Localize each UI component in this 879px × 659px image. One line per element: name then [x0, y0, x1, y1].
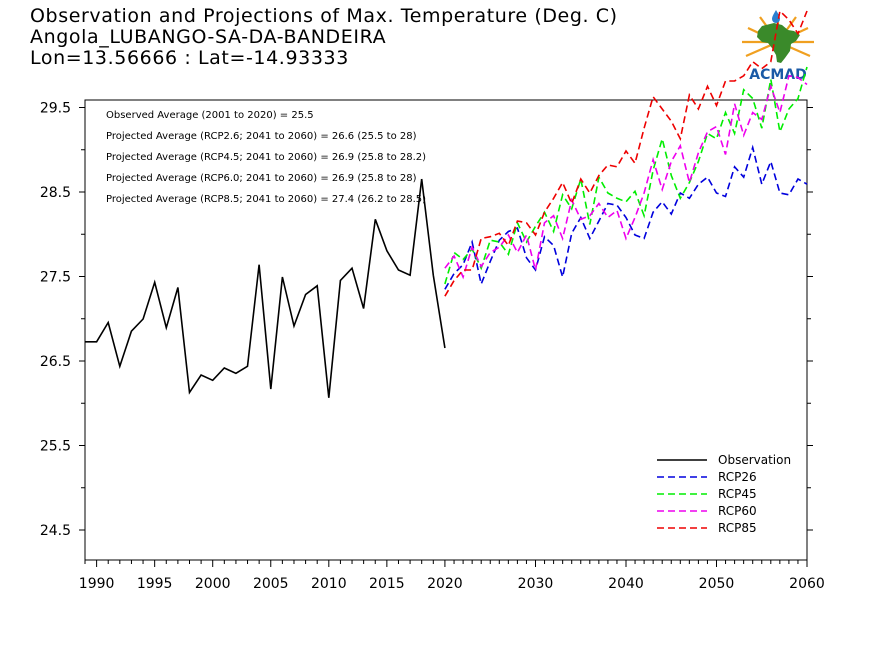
legend-label-rcp45: RCP45	[718, 487, 757, 501]
x-tick-label: 2040	[608, 576, 644, 592]
x-tick-label: 2060	[789, 576, 825, 592]
y-axis: 24.5 25.5 26.5 27.5 28.5 29.5	[40, 101, 813, 539]
x-tick-label: 2005	[253, 576, 289, 592]
station-coordinates: Lon=13.56666 : Lat=-14.93333	[30, 47, 349, 69]
africa-map-logo-icon: ACMAD	[742, 10, 814, 83]
legend-label-rcp85: RCP85	[718, 521, 757, 535]
x-tick-label: 2015	[369, 576, 405, 592]
average-annotations: Observed Average (2001 to 2020) = 25.5 Pr…	[106, 110, 426, 205]
logo-text: ACMAD	[749, 67, 807, 83]
y-tick-label: 24.5	[40, 523, 71, 539]
title-block: Observation and Projections of Max. Temp…	[30, 6, 618, 69]
x-axis: 1990 1995 2000 2005 2010 2015 2020 2030 2040 2050…	[79, 560, 825, 592]
legend-label-observation: Observation	[718, 453, 791, 467]
plot-frame	[84, 99, 808, 561]
legend-label-rcp26: RCP26	[718, 470, 757, 484]
average-annotation: Projected Average (RCP6.0; 2041 to 2060)…	[106, 173, 417, 184]
x-tick-label: 1995	[137, 576, 173, 592]
chart-title: Observation and Projections of Max. Temp…	[30, 5, 618, 27]
y-tick-label: 28.5	[40, 185, 71, 201]
y-tick-label: 26.5	[40, 354, 71, 370]
x-tick-label: 2020	[427, 576, 463, 592]
average-annotation: Observed Average (2001 to 2020) = 25.5	[106, 110, 314, 121]
x-tick-label: 2010	[311, 576, 347, 592]
x-tick-label: 2000	[195, 576, 231, 592]
series-lines	[85, 9, 808, 398]
africa-continent-icon	[757, 23, 800, 63]
legend: Observation RCP26 RCP45 RCP60 RCP85	[657, 453, 791, 535]
series-rcp26-line	[444, 144, 808, 290]
water-drop-icon	[772, 10, 780, 23]
x-tick-label: 2050	[699, 576, 735, 592]
average-annotation: Projected Average (RCP8.5; 2041 to 2060)…	[106, 194, 426, 205]
series-observation-line	[85, 178, 423, 398]
y-tick-label: 25.5	[40, 439, 71, 455]
series-rcp60-line	[444, 74, 808, 280]
x-tick-label: 1990	[79, 576, 115, 592]
legend-label-rcp60: RCP60	[718, 504, 757, 518]
average-annotation: Projected Average (RCP2.6; 2041 to 2060)…	[106, 131, 417, 142]
average-annotation: Projected Average (RCP4.5; 2041 to 2060)…	[106, 152, 426, 163]
y-tick-label: 27.5	[40, 270, 71, 286]
series-observation-tail	[420, 178, 446, 349]
station-name: Angola_LUBANGO-SA-DA-BANDEIRA	[30, 26, 387, 48]
y-tick-label: 29.5	[40, 101, 71, 117]
series-rcp85-line	[444, 9, 808, 297]
x-tick-label: 2030	[518, 576, 554, 592]
